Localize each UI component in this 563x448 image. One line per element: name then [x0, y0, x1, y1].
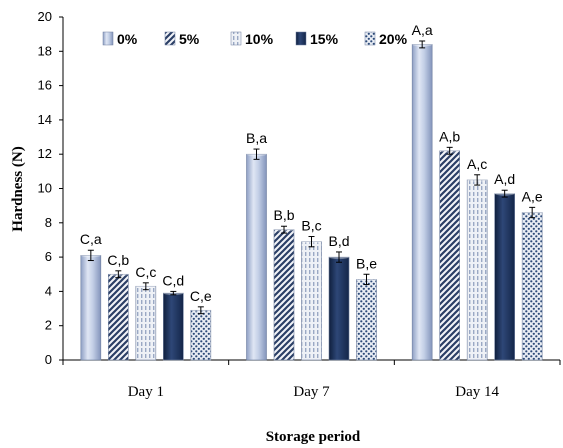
- data-label: C,b: [107, 252, 129, 268]
- bar: [80, 255, 102, 361]
- data-label: C,c: [135, 264, 156, 280]
- legend-swatch: [295, 31, 307, 46]
- bar: [108, 273, 129, 361]
- data-label: B,c: [301, 218, 321, 234]
- bar: [356, 279, 377, 361]
- y-tick-label: 0: [45, 352, 52, 367]
- bar: [411, 44, 433, 361]
- bar: [521, 212, 543, 361]
- data-label: A,a: [412, 22, 433, 38]
- legend-label: 20%: [379, 31, 408, 47]
- x-category-label: Day 1: [128, 384, 164, 400]
- legend-swatch: [102, 31, 114, 46]
- bar: [301, 241, 322, 361]
- data-label: A,c: [467, 156, 487, 172]
- bar: [190, 309, 212, 361]
- bar: [466, 179, 488, 361]
- bar: [439, 150, 460, 361]
- data-label: A,b: [439, 128, 460, 144]
- bar: [494, 193, 515, 361]
- y-tick-label: 20: [38, 9, 52, 24]
- x-category-label: Day 7: [293, 384, 330, 400]
- bar: [328, 256, 350, 361]
- legend-swatch: [164, 31, 176, 46]
- y-tick-label: 4: [45, 283, 52, 298]
- data-label: B,d: [328, 233, 349, 249]
- y-tick-label: 6: [45, 249, 52, 264]
- data-label: B,a: [246, 130, 267, 146]
- legend-swatch: [230, 31, 242, 46]
- y-tick-label: 16: [38, 78, 52, 93]
- data-label: C,e: [190, 288, 212, 304]
- legend-label: 5%: [179, 31, 200, 47]
- legend-swatch: [364, 31, 376, 46]
- data-label: C,d: [162, 272, 184, 288]
- y-tick-label: 10: [38, 181, 52, 196]
- data-label: B,e: [356, 255, 377, 271]
- y-tick-label: 14: [38, 112, 52, 127]
- legend: 0% 5% 10% 15% 20%: [102, 31, 408, 47]
- bar: [246, 153, 267, 361]
- data-label: A,e: [522, 188, 543, 204]
- y-tick-label: 12: [38, 146, 52, 161]
- x-axis: Day 1 Day 7 Day 14: [62, 359, 561, 400]
- data-label: A,d: [494, 171, 515, 187]
- bar: [135, 285, 157, 361]
- bars: C,a C,b C,c C,d C,e B,a B,b B,c B,d B,e A,a A,b A,c A…: [80, 22, 543, 361]
- legend-label: 15%: [310, 31, 339, 47]
- data-label: B,b: [273, 207, 294, 223]
- legend-label: 10%: [245, 31, 274, 47]
- x-category-label: Day 14: [455, 384, 499, 400]
- bar: [163, 292, 184, 361]
- data-label: C,a: [80, 231, 102, 247]
- y-axis: 0 2 4 6 8 10 12 14 16 18 20: [38, 9, 64, 367]
- y-tick-label: 8: [45, 215, 52, 230]
- x-axis-title: Storage period: [266, 429, 361, 445]
- y-axis-title: Hardness (N): [10, 146, 26, 231]
- legend-label: 0%: [117, 31, 138, 47]
- y-tick-label: 2: [45, 318, 52, 333]
- y-tick-label: 18: [38, 43, 52, 58]
- bar: [273, 229, 295, 361]
